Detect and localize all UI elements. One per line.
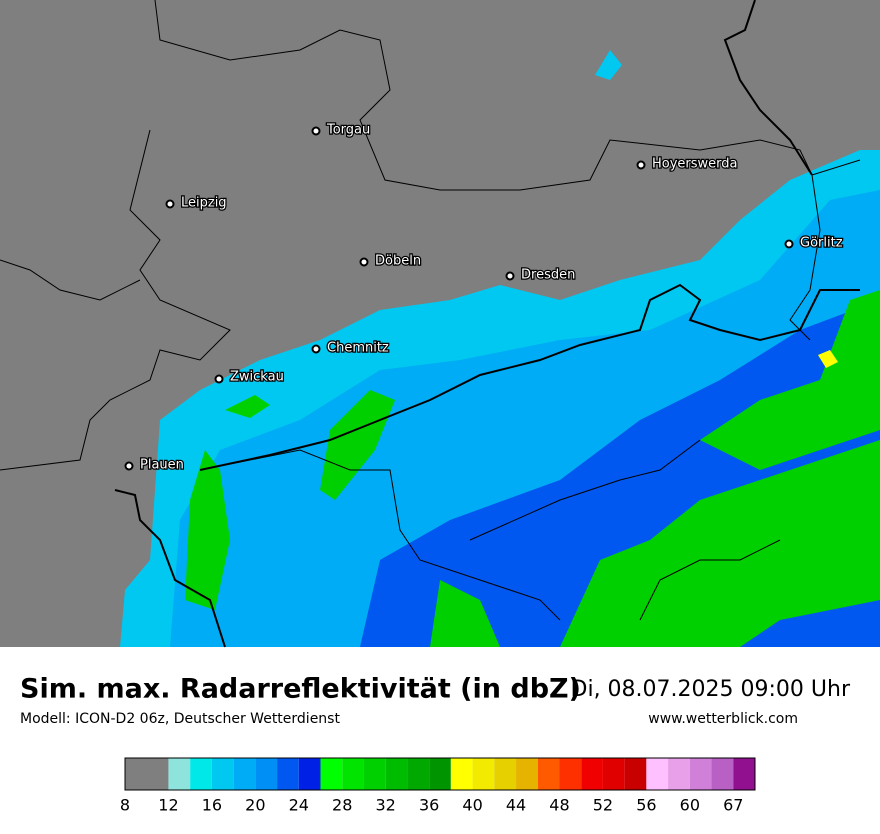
colorbar-segment (494, 758, 517, 790)
colorbar-segment (277, 758, 299, 790)
colorbar-segment (211, 758, 234, 790)
colorbar-segment (342, 758, 364, 790)
colorbar-segment (255, 758, 278, 790)
colorbar-tick-label: 32 (376, 796, 396, 815)
colorbar-tick-label: 67 (723, 796, 743, 815)
colorbar-segment (602, 758, 625, 790)
colorbar-segment (298, 758, 321, 790)
colorbar-segment (646, 758, 669, 790)
colorbar-segment (472, 758, 495, 790)
colorbar-segment (363, 758, 386, 790)
precip-area (430, 290, 880, 647)
city-dot (311, 344, 321, 354)
colorbar-tick-label: 28 (332, 796, 352, 815)
colorbar-segment (668, 758, 690, 790)
map: Torgau Hoyerswerda Leipzig Görlitz Döbel… (0, 0, 880, 648)
colorbar-segment (537, 758, 560, 790)
colorbar-tick-label: 16 (202, 796, 222, 815)
precip-area (818, 350, 838, 368)
colorbar-segment (385, 758, 408, 790)
city: Leipzig (165, 194, 228, 212)
colorbar-tick-label: 56 (636, 796, 656, 815)
city-dot (359, 257, 369, 267)
colorbar-tick-label: 48 (549, 796, 569, 815)
colorbar-segment (190, 758, 212, 790)
city: Zwickau (214, 368, 285, 386)
city: Plauen (124, 456, 185, 474)
colorbar-tick-label: 12 (158, 796, 178, 815)
city: Hoyerswerda (636, 155, 739, 173)
city-dot (165, 199, 175, 209)
precip-area (185, 390, 395, 610)
colorbar-segment (559, 758, 582, 790)
city-label: Hoyerswerda (652, 157, 738, 172)
city-dot (784, 239, 794, 249)
colorbar: 8 12 16 20 24 28 32 36 40 44 48 52 56 60 67 (120, 757, 756, 815)
city-label: Leipzig (181, 196, 227, 211)
city: Chemnitz (311, 339, 390, 357)
city: Torgau (311, 121, 372, 139)
city-label: Zwickau (230, 370, 284, 385)
colorbar-tick-label: 44 (506, 796, 526, 815)
date: Di, 08.07.2025 09:00 Uhr (571, 677, 851, 702)
colorbar-tick-label: 52 (593, 796, 613, 815)
colorbar-tick-label: 60 (680, 796, 700, 815)
city-dot (505, 271, 515, 281)
colorbar-tick-label: 40 (462, 796, 482, 815)
colorbar-segment (320, 758, 343, 790)
colorbar-segment (429, 758, 451, 790)
colorbar-tick-label: 24 (289, 796, 309, 815)
colorbar-tick-label: 36 (419, 796, 439, 815)
city-label: Görlitz (800, 236, 843, 251)
cities: Torgau Hoyerswerda Leipzig Görlitz Döbel… (124, 121, 844, 474)
colorbar-segment (407, 758, 430, 790)
colorbar-frame (124, 757, 756, 791)
city-dot (124, 461, 134, 471)
city-dot (214, 374, 224, 384)
city-label: Torgau (326, 123, 370, 138)
city: Döbeln (359, 252, 422, 270)
colorbar-tick-label: 20 (245, 796, 265, 815)
colorbar-segment (450, 758, 473, 790)
colorbar-segment (624, 758, 647, 790)
city-dot (311, 126, 321, 136)
colorbar-segment (733, 758, 755, 790)
colorbar-tick-label: 8 (120, 796, 130, 815)
city: Görlitz (784, 234, 844, 252)
source: Modell: ICON-D2 06z, Deutscher Wetterdie… (20, 711, 340, 727)
colorbar-segment (516, 758, 538, 790)
colorbar-segment (233, 758, 256, 790)
colorbar-segment (711, 758, 734, 790)
city: Dresden (505, 266, 577, 284)
city-label: Plauen (140, 458, 184, 473)
title: Sim. max. Radarreflektivität (in dbZ) (20, 674, 581, 705)
city-label: Dresden (521, 268, 575, 283)
website: www.wetterblick.com (648, 711, 798, 727)
colorbar-segment (125, 758, 169, 790)
city-label: Chemnitz (327, 341, 389, 356)
national-border (114, 0, 860, 648)
city-dot (636, 160, 646, 170)
colorbar-segment (168, 758, 191, 790)
colorbar-segment (689, 758, 712, 790)
city-label: Döbeln (375, 254, 421, 269)
colorbar-segment (581, 758, 603, 790)
precip-area (595, 50, 622, 80)
borders (0, 0, 861, 621)
